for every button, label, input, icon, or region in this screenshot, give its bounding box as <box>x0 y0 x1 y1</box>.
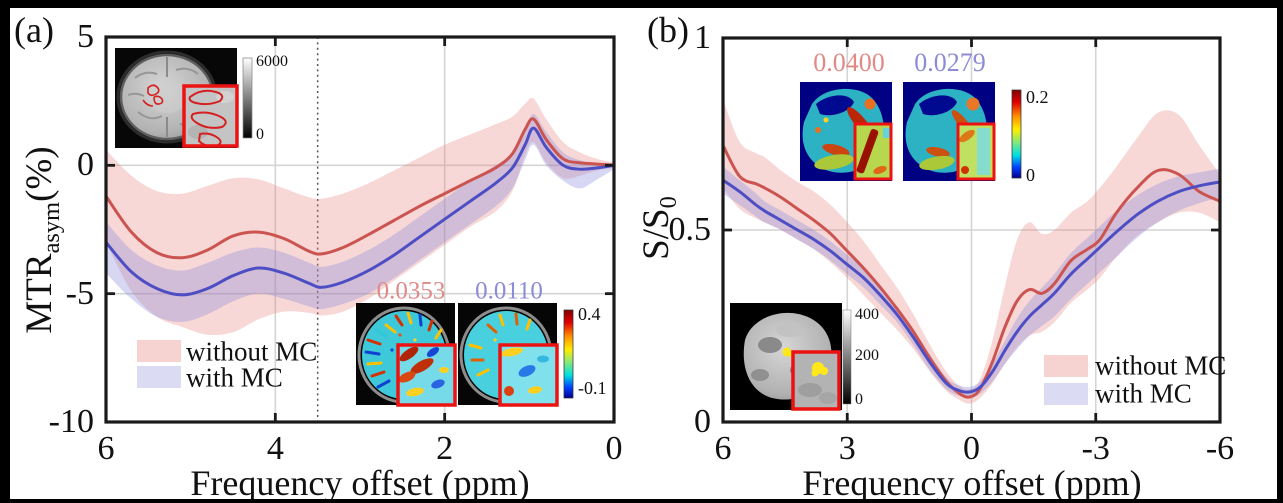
map-inset-b <box>800 82 1022 181</box>
band-without-mc <box>723 99 1220 404</box>
map-a-value-with-mc: 0.0110 <box>475 277 543 305</box>
legend-a-label-without-mc: without MC <box>186 336 318 367</box>
border-top <box>0 0 1283 8</box>
anatomy-b-colorbar-mid: 200 <box>855 347 879 364</box>
panel-a-x-axis-label: Frequency offset (ppm) <box>190 463 530 503</box>
legend-a-swatch-without-mc <box>137 340 181 362</box>
map-a-colorbar-max: 0.4 <box>578 304 601 324</box>
x-tick-label-b: 6 <box>714 430 732 467</box>
jet-colorbar-a <box>563 309 574 399</box>
panel-a-tag: (a) <box>14 10 54 50</box>
border-bottom <box>0 499 1283 503</box>
band-with-mc <box>106 113 614 322</box>
x-tick-label-b: -6 <box>1205 430 1235 467</box>
legend-b-swatch-with-mc <box>1044 383 1088 405</box>
line-with-mc <box>104 126 616 297</box>
zoom-box-map-a2 <box>498 343 559 407</box>
border-right <box>1277 0 1283 503</box>
x-tick-label-a: 6 <box>97 430 115 467</box>
y-tick-label-a: -10 <box>48 403 94 440</box>
panel-a-y-axis-label: MTRasym(%) <box>18 146 66 334</box>
legend-a-label-with-mc: with MC <box>186 362 283 393</box>
panel-b-tag: (b) <box>647 10 689 50</box>
line-with-mc <box>721 178 1222 394</box>
anatomy-b-colorbar-min: 0 <box>855 391 863 408</box>
panel-a-plot <box>104 35 616 424</box>
y-tick-label-b: 0.5 <box>668 211 712 248</box>
map-b-value-without-mc: 0.0400 <box>813 48 885 77</box>
map-a-value-without-mc: 0.0353 <box>376 277 446 305</box>
y-tick-label-a: 5 <box>77 18 94 55</box>
border-left <box>0 0 10 503</box>
map-b-colorbar-max: 0.2 <box>1026 87 1049 107</box>
x-tick-label-b: 0 <box>963 430 980 467</box>
anatomy-inset-b <box>730 303 852 411</box>
map-noise-streaks <box>468 312 532 377</box>
axes-box <box>104 35 616 424</box>
zoom-box-anatomy-a <box>182 84 239 148</box>
anatomy-inset-a <box>115 48 253 148</box>
zoom-box-anatomy-b <box>791 350 841 411</box>
map-b-colorbar-min: 0 <box>1026 165 1035 185</box>
anatomy-a-colorbar-min: 0 <box>256 126 264 143</box>
panel-b-plot <box>721 36 1222 424</box>
legend-a-swatch-with-mc <box>137 366 181 388</box>
panel-b-x-axis-label: Frequency offset (ppm) <box>802 463 1142 503</box>
grayscale-colorbar-a <box>242 57 253 139</box>
x-tick-label-a: 2 <box>436 430 454 467</box>
anatomy-a-colorbar-max: 6000 <box>256 53 288 70</box>
map-b-value-with-mc: 0.0279 <box>914 48 986 77</box>
roi-contour-small <box>142 84 164 107</box>
band-with-mc <box>723 166 1220 398</box>
map-noise-streaks <box>364 311 443 389</box>
y-tick-label-a: 0 <box>77 146 94 184</box>
jet-colorbar-b <box>1011 89 1022 179</box>
x-tick-label-a: 4 <box>266 430 284 467</box>
legend-b-label-without-mc: without MC <box>1095 350 1227 381</box>
line-without-mc <box>104 117 616 260</box>
zoom-box-map-b1 <box>853 122 893 181</box>
anatomy-b-colorbar-max: 400 <box>855 306 879 323</box>
y-tick-label-b: 1 <box>694 19 711 56</box>
line-without-mc <box>721 144 1222 399</box>
legend-b-swatch-without-mc <box>1044 355 1088 377</box>
zoom-box-map-b2 <box>956 122 996 181</box>
map-a-colorbar-min: -0.1 <box>578 378 607 398</box>
zoom-box-map-a1 <box>396 343 457 407</box>
legend-b-label-with-mc: with MC <box>1095 378 1192 409</box>
y-tick-label-a: -5 <box>65 274 94 312</box>
x-tick-label-b: 3 <box>838 430 856 467</box>
grayscale-colorbar-b <box>842 309 852 405</box>
x-tick-label-b: -3 <box>1081 430 1110 467</box>
map-inset-a <box>356 303 574 407</box>
y-tick-label-b: 0 <box>694 403 711 440</box>
x-tick-label-a: 0 <box>605 430 623 467</box>
